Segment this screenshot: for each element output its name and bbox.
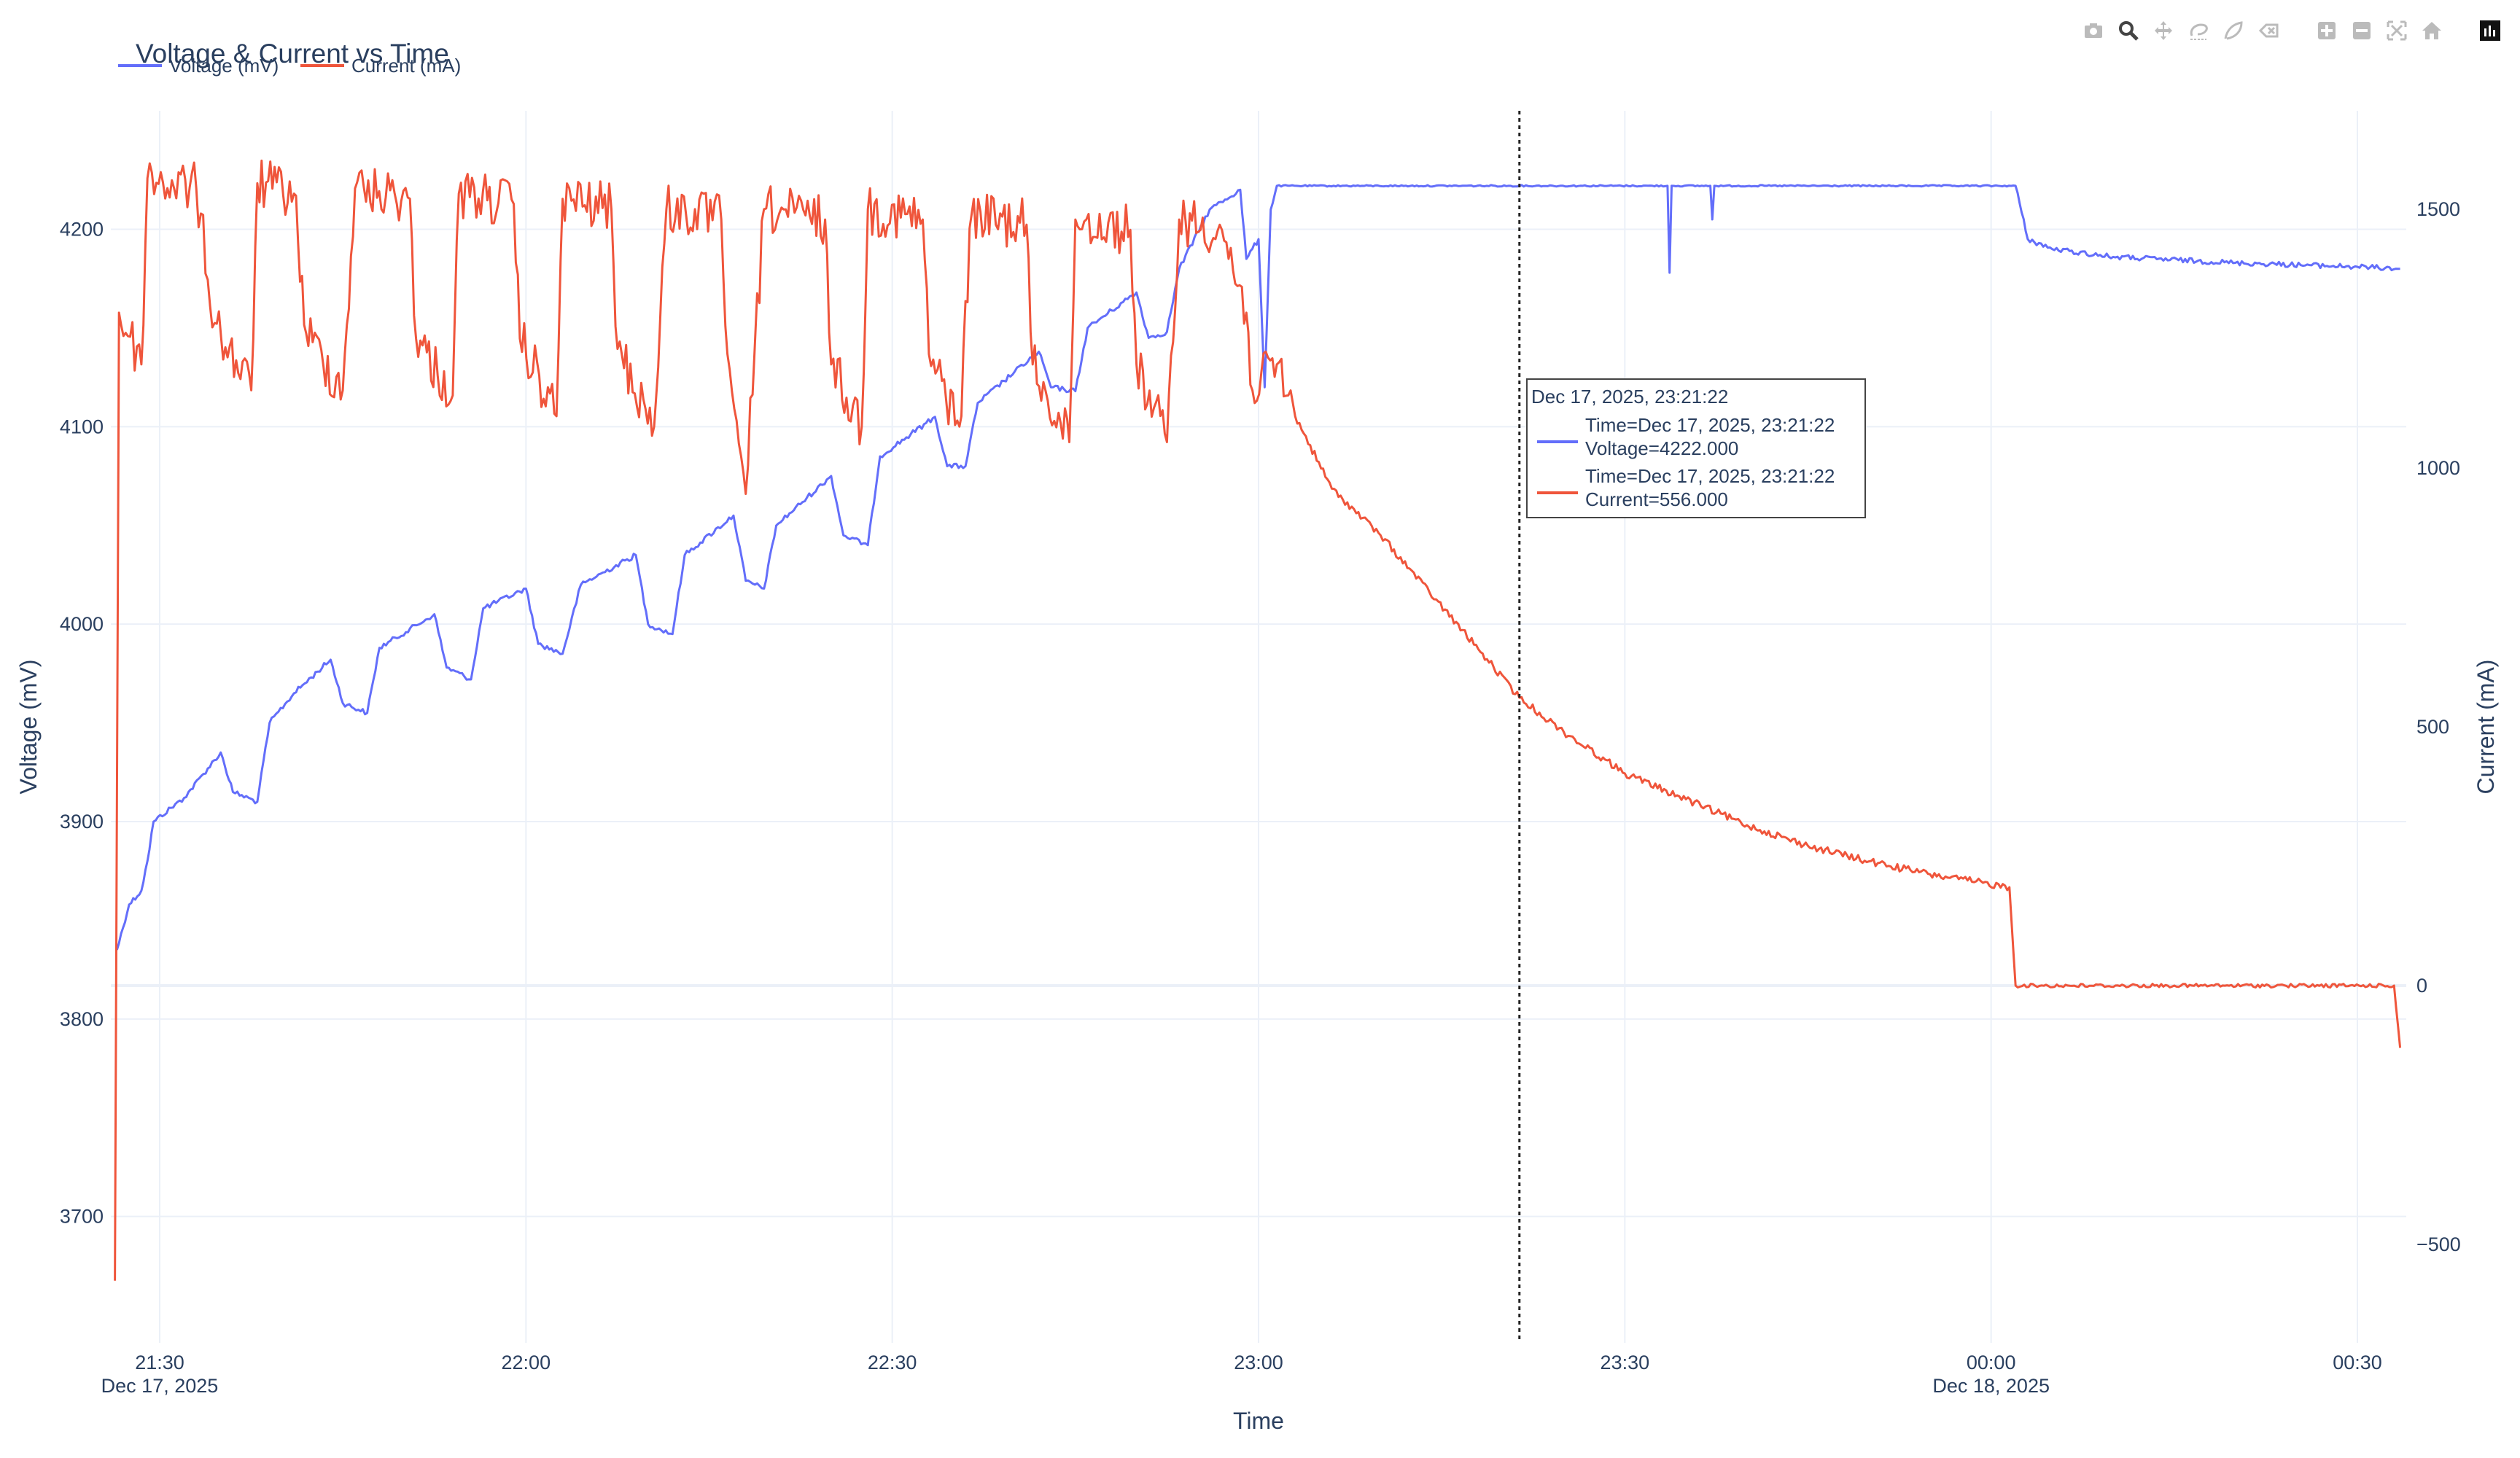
plotly-logo-icon (2480, 20, 2500, 41)
zoom-in-button[interactable] (2311, 16, 2342, 45)
y2-axis-title: Current (mA) (2473, 660, 2499, 795)
hover-box (1526, 378, 1866, 518)
hover-line-time: Time=Dec 17, 2025, 23:21:22 (1585, 414, 1835, 436)
hover-header: Dec 17, 2025, 23:21:22 (1531, 386, 1728, 408)
zoom-out-button[interactable] (2346, 16, 2377, 45)
download-plot-button[interactable] (2078, 16, 2109, 45)
y-tick-label: 4100 (60, 416, 104, 437)
legend-label: Voltage (mV) (169, 55, 279, 77)
legend-item-current[interactable]: Current (mA) (300, 55, 461, 77)
lasso-icon (2224, 21, 2243, 40)
hover-line-value: Current=556.000 (1585, 488, 1728, 510)
plus-square-icon (2318, 22, 2336, 39)
home-icon (2422, 22, 2441, 39)
y-tick-label: 4000 (60, 613, 104, 635)
chart-title: Voltage & Current vs Time (136, 39, 449, 69)
x-tick-label: 21:30 (135, 1352, 184, 1373)
x-tick-sublabel: Dec 18, 2025 (1932, 1375, 2050, 1397)
hover-line-value: Voltage=4222.000 (1585, 437, 1738, 459)
y-tick-label: 3900 (60, 811, 104, 833)
y2-tick-label: 0 (2416, 975, 2427, 997)
x-tick-label: 22:30 (868, 1352, 917, 1373)
zoom-button[interactable] (2113, 16, 2144, 45)
camera-icon (2085, 23, 2102, 38)
eraser-icon (2258, 23, 2279, 38)
y-tick-label: 3700 (60, 1206, 104, 1228)
series-layer (114, 159, 2402, 1281)
x-tick-label: 23:30 (1601, 1352, 1650, 1373)
x-tick-sublabel: Dec 17, 2025 (101, 1375, 219, 1397)
legend-item-voltage[interactable]: Voltage (mV) (118, 55, 279, 77)
series-line-voltage (115, 184, 2400, 951)
box-select-button[interactable] (2183, 16, 2214, 45)
y2-tick-label: 1500 (2416, 198, 2460, 220)
zoom-magnifier-icon (2119, 21, 2139, 41)
hover-tooltip: Dec 17, 2025, 23:21:22 Time=Dec 17, 2025,… (1518, 111, 1866, 1343)
y-axis-title: Voltage (mV) (15, 660, 42, 795)
modebar (2078, 16, 2505, 45)
legend[interactable]: Voltage (mV) Current (mA) (118, 55, 461, 77)
series-line-current (114, 159, 2402, 1281)
y-tick-label: 4200 (60, 219, 104, 241)
hover-line-time: Time=Dec 17, 2025, 23:21:22 (1585, 465, 1835, 487)
y2-tick-label: 1000 (2416, 457, 2460, 479)
y2-tick-label: 500 (2416, 716, 2449, 738)
x-tick-label: 00:30 (2333, 1352, 2382, 1373)
plotly-logo-button[interactable] (2475, 16, 2505, 45)
legend-label: Current (mA) (351, 55, 461, 77)
x-axis-title: Time (1233, 1408, 1284, 1434)
autoscale-button[interactable] (2381, 16, 2412, 45)
erase-select-button[interactable] (2253, 16, 2284, 45)
y-tick-label: 3800 (60, 1008, 104, 1030)
lasso-box-icon (2190, 23, 2208, 40)
y2-tick-label: −500 (2416, 1233, 2461, 1255)
pan-button[interactable] (2148, 16, 2179, 45)
lasso-select-button[interactable] (2218, 16, 2249, 45)
x-tick-label: 22:00 (502, 1352, 551, 1373)
pan-arrows-icon (2155, 21, 2172, 40)
autoscale-icon (2387, 20, 2407, 41)
reset-axes-button[interactable] (2416, 16, 2447, 45)
x-tick-label: 00:00 (1967, 1352, 2016, 1373)
minus-square-icon (2353, 22, 2371, 39)
x-tick-label: 23:00 (1234, 1352, 1283, 1373)
